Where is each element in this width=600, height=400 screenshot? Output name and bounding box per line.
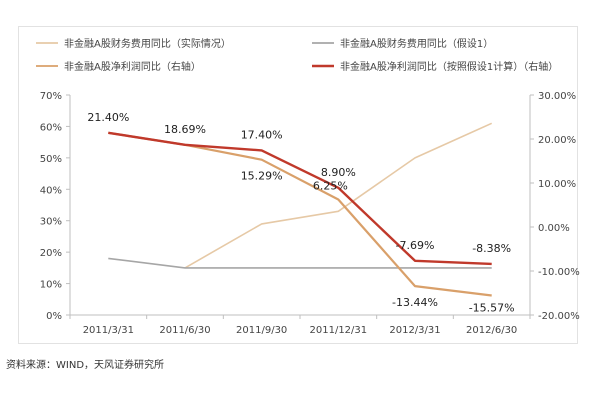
y-left-tick-label: 30% — [40, 217, 62, 228]
x-tick-label: 2011/12/31 — [310, 325, 368, 336]
x-tick-label: 2011/6/30 — [159, 325, 210, 336]
series-line-2 — [108, 257, 492, 269]
series-group — [108, 122, 493, 297]
legend: 非金融A股财务费用同比（实际情况） 非金融A股财务费用同比（假设1） 非金融A股净利… — [36, 37, 558, 73]
y-right-tick-label: 10.00% — [538, 179, 576, 190]
chart-frame — [18, 26, 578, 344]
data-label: -13.44% — [392, 296, 438, 309]
legend-label: 非金融A股净利润同比（右轴） — [64, 60, 201, 73]
series-line-4 — [108, 131, 492, 266]
y-left-tick-label: 70% — [40, 91, 62, 102]
y-right-tick-label: 0.00% — [538, 223, 570, 234]
y-right-tick-label: -10.00% — [538, 267, 580, 278]
data-label: -7.69% — [396, 239, 435, 252]
series-line-1 — [184, 122, 493, 269]
data-label: 15.29% — [241, 170, 283, 183]
data-label: -15.57% — [469, 302, 515, 315]
source-note: 资料来源：WIND，天风证券研究所 — [6, 360, 165, 371]
data-label: 17.40% — [241, 128, 283, 141]
y-left-tick-label: 0% — [46, 311, 62, 322]
y-left-tick-label: 10% — [40, 280, 62, 291]
y-right-tick-label: 20.00% — [538, 135, 576, 146]
axes: 0% 10% 20% 30% 40% 50% 60% 70% -20.00% -10.00% 0.0… — [40, 91, 580, 336]
y-left-tick-label: 20% — [40, 248, 62, 259]
x-tick-label: 2011/9/30 — [236, 325, 287, 336]
y-left-tick-label: 40% — [40, 185, 62, 196]
y-right-tick-label: 30.00% — [538, 91, 576, 102]
legend-label: 非金融A股财务费用同比（假设1） — [340, 37, 493, 50]
legend-label: 非金融A股财务费用同比（实际情况） — [64, 37, 231, 50]
data-label: 6.25% — [313, 180, 348, 193]
y-right-tick-label: -20.00% — [538, 311, 580, 322]
x-tick-label: 2012/3/31 — [389, 325, 440, 336]
data-labels: 21.40% 18.69% 17.40% 8.90% -7.69% -8.38% 15.29… — [87, 111, 514, 315]
x-tick-label: 2012/6/30 — [466, 325, 517, 336]
data-label: 8.90% — [321, 166, 356, 179]
series-line-3 — [108, 131, 492, 297]
data-label: 18.69% — [164, 123, 206, 136]
y-left-tick-label: 60% — [40, 122, 62, 133]
y-left-tick-label: 50% — [40, 154, 62, 165]
x-tick-label: 2011/3/31 — [83, 325, 134, 336]
data-label: 21.40% — [87, 111, 129, 124]
legend-label: 非金融A股净利润同比（按照假设1计算）（右轴） — [340, 60, 558, 73]
data-label: -8.38% — [472, 242, 511, 255]
